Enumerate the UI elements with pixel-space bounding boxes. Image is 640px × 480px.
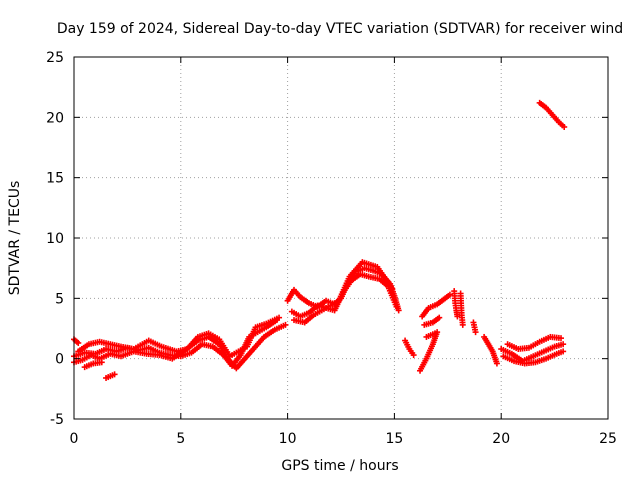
y-tick-label: 25 [46, 50, 64, 66]
data-point [395, 307, 402, 314]
y-tick-label: 15 [46, 171, 64, 187]
data-point [75, 339, 82, 346]
x-tick-labels: 0 5 10 15 20 25 [70, 431, 617, 447]
x-tick-label: 15 [385, 431, 403, 447]
y-tick-label: 0 [55, 352, 64, 368]
data-point [454, 313, 461, 320]
x-tick-label: 10 [279, 431, 297, 447]
data-point [446, 291, 453, 298]
data-point [276, 314, 283, 321]
y-tick-label: 10 [46, 231, 64, 247]
data-point [493, 360, 500, 367]
data-point [98, 359, 105, 366]
data-point [560, 341, 567, 348]
chart-title: Day 159 of 2024, Sidereal Day-to-day VTE… [57, 21, 623, 37]
data-point [282, 321, 289, 328]
y-tick-label: 20 [46, 110, 64, 126]
y-axis-label: SDTVAR / TECUs [7, 181, 23, 296]
data-point [393, 303, 400, 310]
x-tick-label: 20 [492, 431, 510, 447]
y-tick-labels: -5 0 5 10 15 20 25 [46, 50, 64, 428]
data-points [71, 99, 568, 381]
y-tick-label: 5 [55, 291, 64, 307]
data-point [472, 329, 479, 336]
data-point [111, 371, 118, 378]
data-point [436, 314, 443, 321]
axis-ticks [73, 56, 609, 420]
x-tick-label: 25 [599, 431, 617, 447]
x-tick-label: 5 [176, 431, 185, 447]
data-point [558, 335, 565, 342]
data-point [389, 285, 396, 292]
grid-lines [74, 57, 608, 419]
x-tick-label: 0 [70, 431, 79, 447]
data-point [431, 330, 438, 337]
data-point [561, 123, 568, 130]
data-point [560, 348, 567, 355]
y-tick-label: -5 [50, 412, 64, 428]
data-point [410, 352, 417, 359]
x-axis-label: GPS time / hours [281, 458, 398, 474]
data-point [459, 321, 466, 328]
